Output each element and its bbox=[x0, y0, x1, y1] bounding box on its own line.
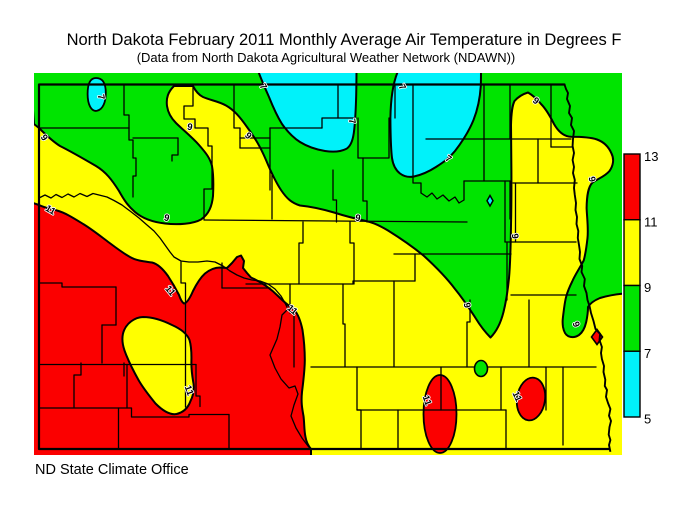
svg-text:7: 7 bbox=[257, 82, 269, 92]
svg-text:7: 7 bbox=[346, 118, 358, 125]
svg-text:7: 7 bbox=[644, 346, 651, 361]
svg-text:9: 9 bbox=[186, 122, 193, 134]
svg-text:11: 11 bbox=[644, 215, 658, 230]
svg-text:7: 7 bbox=[95, 94, 107, 101]
svg-text:9: 9 bbox=[461, 302, 473, 309]
svg-text:5: 5 bbox=[644, 412, 651, 427]
svg-text:9: 9 bbox=[586, 176, 598, 183]
svg-text:9: 9 bbox=[354, 213, 361, 225]
svg-text:9: 9 bbox=[570, 320, 582, 329]
svg-text:7: 7 bbox=[396, 82, 408, 92]
svg-text:13: 13 bbox=[644, 149, 658, 164]
svg-text:9: 9 bbox=[509, 233, 520, 239]
svg-text:9: 9 bbox=[644, 280, 651, 295]
svg-text:9: 9 bbox=[163, 212, 171, 224]
